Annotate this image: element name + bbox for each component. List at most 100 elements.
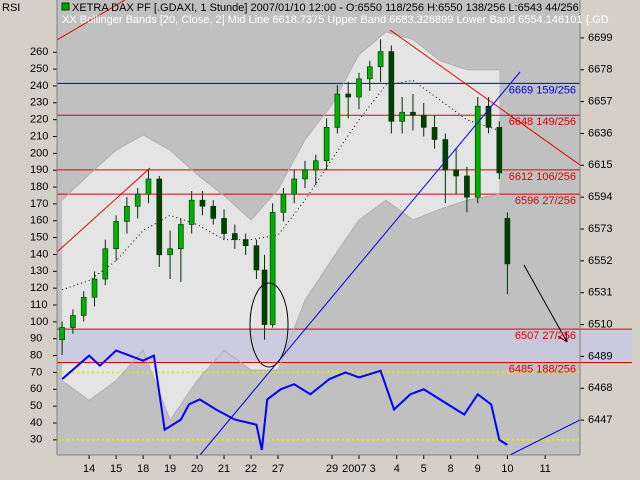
candle-body: [70, 315, 76, 328]
candle-body: [323, 127, 330, 162]
y2-tick-label: 250: [30, 63, 48, 75]
y2-tick-label: 40: [30, 417, 42, 429]
x-tick-label: 20: [191, 463, 203, 475]
candle-body: [232, 233, 238, 240]
candle-body: [269, 212, 276, 325]
candle-body: [210, 205, 217, 219]
title-icon: [61, 2, 70, 11]
chart-subtitle: XX Bollinger Bands [20, Close, 2] Mid Li…: [62, 14, 609, 26]
x-tick-label: 19: [164, 463, 176, 475]
candle-body: [496, 127, 503, 174]
arrow: [523, 264, 568, 343]
candle-body: [431, 127, 438, 140]
y2-tick-label: 60: [30, 383, 42, 395]
x-tick-label: 29: [326, 463, 338, 475]
candle-body: [145, 178, 152, 195]
y-tick-label: 6531: [588, 287, 612, 299]
trend-line: [509, 419, 580, 455]
y-tick-label: 6657: [588, 96, 612, 108]
level-label: 6596 27/256: [515, 195, 576, 207]
y2-tick-label: 260: [30, 46, 48, 58]
candle-body: [474, 105, 481, 198]
candle-body: [377, 51, 384, 68]
candle-body: [388, 51, 395, 122]
candle-body: [504, 218, 511, 265]
y2-tick-label: 160: [30, 215, 48, 227]
y2-tick-label: 170: [30, 198, 48, 210]
x-tick-label: 10: [501, 463, 513, 475]
candle-body: [313, 160, 319, 171]
candle-body: [345, 93, 351, 98]
candle-body: [291, 178, 298, 195]
candle-body: [410, 111, 416, 116]
trend-line: [389, 29, 580, 166]
candle-body: [221, 218, 227, 234]
y-tick-label: 6447: [588, 414, 612, 426]
candle-body: [485, 105, 492, 128]
y2-tick-label: 120: [30, 282, 48, 294]
y2-tick-label: 100: [30, 316, 48, 328]
series-line: [61, 31, 500, 221]
x-tick-label: 4: [394, 463, 400, 475]
chart-title: XETRA DAX PF [.GDAXI, 1 Stunde] 2007/01/…: [72, 2, 579, 14]
candle-body: [253, 245, 260, 271]
y-tick-label: 6678: [588, 64, 612, 76]
level-label: 6669 159/256: [509, 84, 576, 96]
candle-body: [453, 169, 459, 177]
x-tick-label: 11: [539, 463, 550, 475]
candle-body: [134, 193, 141, 207]
y2-tick-label: 50: [30, 400, 42, 412]
candle-body: [124, 205, 130, 222]
trend-line: [57, 0, 126, 41]
candle-body: [167, 248, 173, 256]
level-label: 6507 27/256: [515, 330, 576, 342]
candle-body: [188, 199, 195, 225]
x-tick-label: 18: [137, 463, 149, 475]
indicator-label: RSI: [2, 2, 20, 14]
x-tick-label: 15: [110, 463, 122, 475]
band-fill: [62, 31, 500, 421]
series-line: [61, 193, 500, 422]
candle-body: [242, 239, 249, 246]
plot: [57, 31, 580, 451]
candle-body: [91, 278, 98, 298]
arrow-head: [557, 331, 568, 343]
y2-tick-label: 70: [30, 366, 42, 378]
y-tick-label: 6573: [588, 223, 612, 235]
candle-body: [156, 178, 163, 256]
candle-body: [442, 139, 449, 171]
x-tick-label: 27: [272, 463, 284, 475]
series-line: [61, 79, 500, 291]
y2-tick-label: 200: [30, 147, 48, 159]
y-tick-label: 6552: [588, 255, 612, 267]
level-label: 6612 106/256: [509, 171, 576, 183]
y2-tick-label: 30: [30, 434, 42, 446]
candle-body: [113, 221, 119, 250]
y-tick-label: 6468: [588, 382, 612, 394]
y2-tick-label: 190: [30, 164, 48, 176]
candle-body: [261, 269, 268, 325]
y2-tick-label: 80: [30, 349, 42, 361]
y-tick-label: 6594: [588, 191, 612, 203]
candle-body: [420, 114, 427, 128]
candle-body: [80, 296, 87, 316]
candle-body: [199, 199, 206, 207]
candle-body: [178, 224, 184, 250]
candle-body: [366, 66, 373, 80]
trend-line: [57, 167, 151, 253]
candle-body: [464, 175, 470, 198]
y2-tick-label: 130: [30, 265, 48, 277]
y-tick-label: 6636: [588, 127, 612, 139]
labels: 6507 27/256 6485 188/256 6596 27/256 6612 1…: [30, 32, 612, 475]
candle-body: [59, 327, 65, 341]
level-label: 6485 188/256: [509, 363, 576, 375]
x-tick-label: 14: [83, 463, 95, 475]
y2-tick-label: 230: [30, 97, 48, 109]
y2-tick-label: 180: [30, 181, 48, 193]
x-tick-label: 22: [245, 463, 257, 475]
highlight-ellipse: [249, 282, 289, 368]
x-tick-label: 8: [448, 463, 454, 475]
y2-tick-label: 150: [30, 232, 48, 244]
y-tick-label: 6699: [588, 32, 612, 44]
